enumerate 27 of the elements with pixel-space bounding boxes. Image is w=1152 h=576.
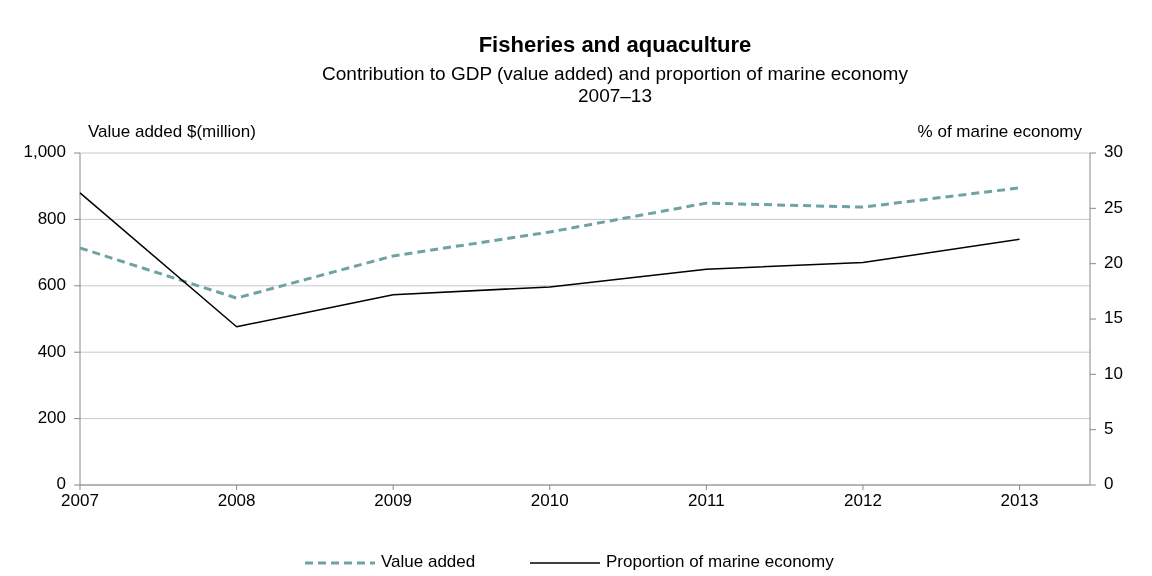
x-tick-label: 2007 <box>61 491 99 511</box>
legend-label: Value added <box>381 552 476 572</box>
chart-title: Fisheries and aquaculture <box>478 32 752 57</box>
y2-tick-label: 20 <box>1104 253 1123 273</box>
legend-label: Proportion of marine economy <box>606 552 835 572</box>
y-tick-label: 400 <box>37 341 66 361</box>
y-tick-label: 600 <box>37 275 66 295</box>
line-series <box>79 192 1021 328</box>
y2-tick-label: 25 <box>1104 197 1123 217</box>
y-tick-label: 0 <box>56 474 66 494</box>
y-tick-label: 800 <box>37 208 66 228</box>
x-tick-label: 2011 <box>688 491 725 511</box>
x-tick-label: 2013 <box>1000 491 1039 511</box>
x-tick-label: 2009 <box>374 491 413 511</box>
x-tick-label: 2008 <box>217 491 256 511</box>
y2-tick-label: 0 <box>1104 474 1114 494</box>
y2-tick-label: 30 <box>1104 142 1123 162</box>
y-axis-title: Value added $(million) <box>88 122 256 142</box>
chart-subtitle: Contribution to GDP (value added) and proportion of marine economy 2007–13 <box>322 63 909 107</box>
y2-tick-label: 10 <box>1104 363 1123 383</box>
x-tick-label: 2012 <box>844 491 882 511</box>
x-tick-label: 2010 <box>530 491 569 511</box>
y2-tick-label: 5 <box>1104 419 1114 439</box>
y2-tick-label: 15 <box>1104 308 1123 328</box>
y2-axis-title: % of marine economy <box>917 122 1083 142</box>
y-tick-label: 200 <box>37 408 66 428</box>
y-tick-label: 1,000 <box>23 142 66 162</box>
